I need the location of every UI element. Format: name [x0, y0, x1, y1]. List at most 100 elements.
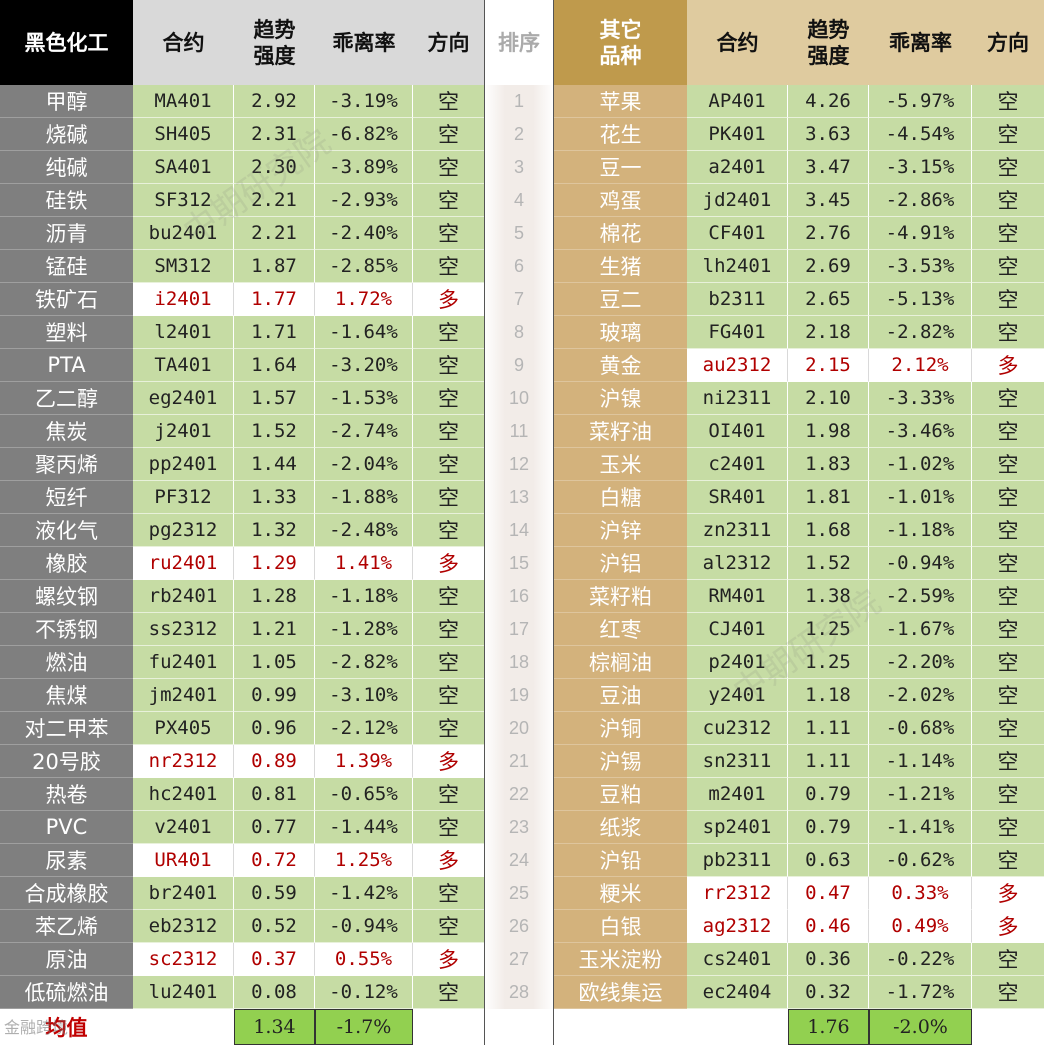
- left-row-direction: 空: [413, 250, 484, 283]
- right-row-direction: 空: [972, 613, 1044, 646]
- right-row-deviation: -1.41%: [869, 811, 972, 844]
- right-row-direction: 空: [972, 679, 1044, 712]
- left-row-name: 橡胶: [0, 547, 133, 580]
- right-row-contract: FG401: [687, 316, 788, 349]
- right-row-name: 沪镍: [554, 382, 687, 415]
- right-row-name: 菜籽粕: [554, 580, 687, 613]
- rank-number: 6: [513, 256, 524, 276]
- left-row-strength: 0.96: [234, 712, 315, 745]
- right-row-deviation: 0.49%: [869, 910, 972, 943]
- right-row-name: 欧线集运: [554, 976, 687, 1009]
- right-row-deviation: -3.46%: [869, 415, 972, 448]
- left-row-name: 燃油: [0, 646, 133, 679]
- left-row-strength: 1.32: [234, 514, 315, 547]
- right-row-direction: 多: [972, 910, 1044, 943]
- rank-number: 12: [508, 454, 530, 474]
- left-row-contract: PF312: [133, 481, 234, 514]
- right-row-name: 红枣: [554, 613, 687, 646]
- left-row-deviation: -2.48%: [315, 514, 413, 547]
- left-row-contract: j2401: [133, 415, 234, 448]
- left-row-strength: 1.77: [234, 283, 315, 316]
- left-row-strength: 0.37: [234, 943, 315, 976]
- right-row-strength: 1.25: [788, 646, 869, 679]
- right-row-direction: 多: [972, 877, 1044, 910]
- rank-number: 15: [508, 553, 530, 573]
- right-row-name: 菜籽油: [554, 415, 687, 448]
- right-row-strength: 3.63: [788, 118, 869, 151]
- left-row-deviation: -3.10%: [315, 679, 413, 712]
- left-row-direction: 空: [413, 613, 484, 646]
- left-row-strength: 1.57: [234, 382, 315, 415]
- right-row-name: 豆二: [554, 283, 687, 316]
- left-row-direction: 空: [413, 679, 484, 712]
- rank-number: 10: [508, 388, 530, 408]
- left-row-direction: 空: [413, 778, 484, 811]
- right-row-deviation: -1.21%: [869, 778, 972, 811]
- left-row-deviation: -2.74%: [315, 415, 413, 448]
- left-row-strength: 1.52: [234, 415, 315, 448]
- rank-number: 25: [508, 883, 530, 903]
- left-row-contract: UR401: [133, 844, 234, 877]
- right-header-contract: 合约: [687, 0, 788, 85]
- left-row-deviation: 1.39%: [315, 745, 413, 778]
- left-row-direction: 空: [413, 646, 484, 679]
- left-row-name: 不锈钢: [0, 613, 133, 646]
- left-row-deviation: -1.44%: [315, 811, 413, 844]
- left-row-name: 螺纹钢: [0, 580, 133, 613]
- right-row-strength: 0.79: [788, 811, 869, 844]
- left-row-contract: ss2312: [133, 613, 234, 646]
- left-row-direction: 空: [413, 382, 484, 415]
- left-row-contract: v2401: [133, 811, 234, 844]
- right-row-contract: sn2311: [687, 745, 788, 778]
- left-row-deviation: -1.18%: [315, 580, 413, 613]
- rank-number: 2: [513, 124, 524, 144]
- rank-border-right: [553, 0, 554, 1045]
- left-row-contract: jm2401: [133, 679, 234, 712]
- left-row-deviation: -0.94%: [315, 910, 413, 943]
- right-row-deviation: -0.94%: [869, 547, 972, 580]
- rank-number: 20: [508, 718, 530, 738]
- left-row-name: PVC: [0, 811, 133, 844]
- right-row-strength: 2.69: [788, 250, 869, 283]
- left-row-direction: 空: [413, 514, 484, 547]
- left-row-deviation: -0.65%: [315, 778, 413, 811]
- right-row-direction: 空: [972, 316, 1044, 349]
- right-row-contract: lh2401: [687, 250, 788, 283]
- right-row-direction: 空: [972, 283, 1044, 316]
- left-row-strength: 0.08: [234, 976, 315, 1009]
- left-row-strength: 0.72: [234, 844, 315, 877]
- left-row-direction: 空: [413, 151, 484, 184]
- right-row-contract: ec2404: [687, 976, 788, 1009]
- left-row-name: 纯碱: [0, 151, 133, 184]
- right-row-strength: 1.83: [788, 448, 869, 481]
- right-row-name: 粳米: [554, 877, 687, 910]
- left-row-contract: SF312: [133, 184, 234, 217]
- left-row-name: 原油: [0, 943, 133, 976]
- left-row-deviation: 0.55%: [315, 943, 413, 976]
- right-row-direction: 空: [972, 943, 1044, 976]
- left-row-deviation: 1.72%: [315, 283, 413, 316]
- right-row-direction: 空: [972, 481, 1044, 514]
- left-row-strength: 1.21: [234, 613, 315, 646]
- right-row-strength: 4.26: [788, 85, 869, 118]
- right-row-direction: 空: [972, 217, 1044, 250]
- left-row-contract: bu2401: [133, 217, 234, 250]
- rank-number: 13: [508, 487, 530, 507]
- right-row-name: 豆油: [554, 679, 687, 712]
- left-row-direction: 空: [413, 712, 484, 745]
- right-row-contract: y2401: [687, 679, 788, 712]
- left-row-contract: TA401: [133, 349, 234, 382]
- left-row-name: PTA: [0, 349, 133, 382]
- right-row-deviation: -2.59%: [869, 580, 972, 613]
- left-row-strength: 2.21: [234, 184, 315, 217]
- right-row-contract: cu2312: [687, 712, 788, 745]
- left-header-contract: 合约: [133, 0, 234, 85]
- left-row-direction: 空: [413, 811, 484, 844]
- left-row-direction: 空: [413, 316, 484, 349]
- right-row-contract: RM401: [687, 580, 788, 613]
- right-row-strength: 2.15: [788, 349, 869, 382]
- left-row-deviation: -1.53%: [315, 382, 413, 415]
- left-row-strength: 1.28: [234, 580, 315, 613]
- left-row-strength: 1.33: [234, 481, 315, 514]
- right-row-name: 生猪: [554, 250, 687, 283]
